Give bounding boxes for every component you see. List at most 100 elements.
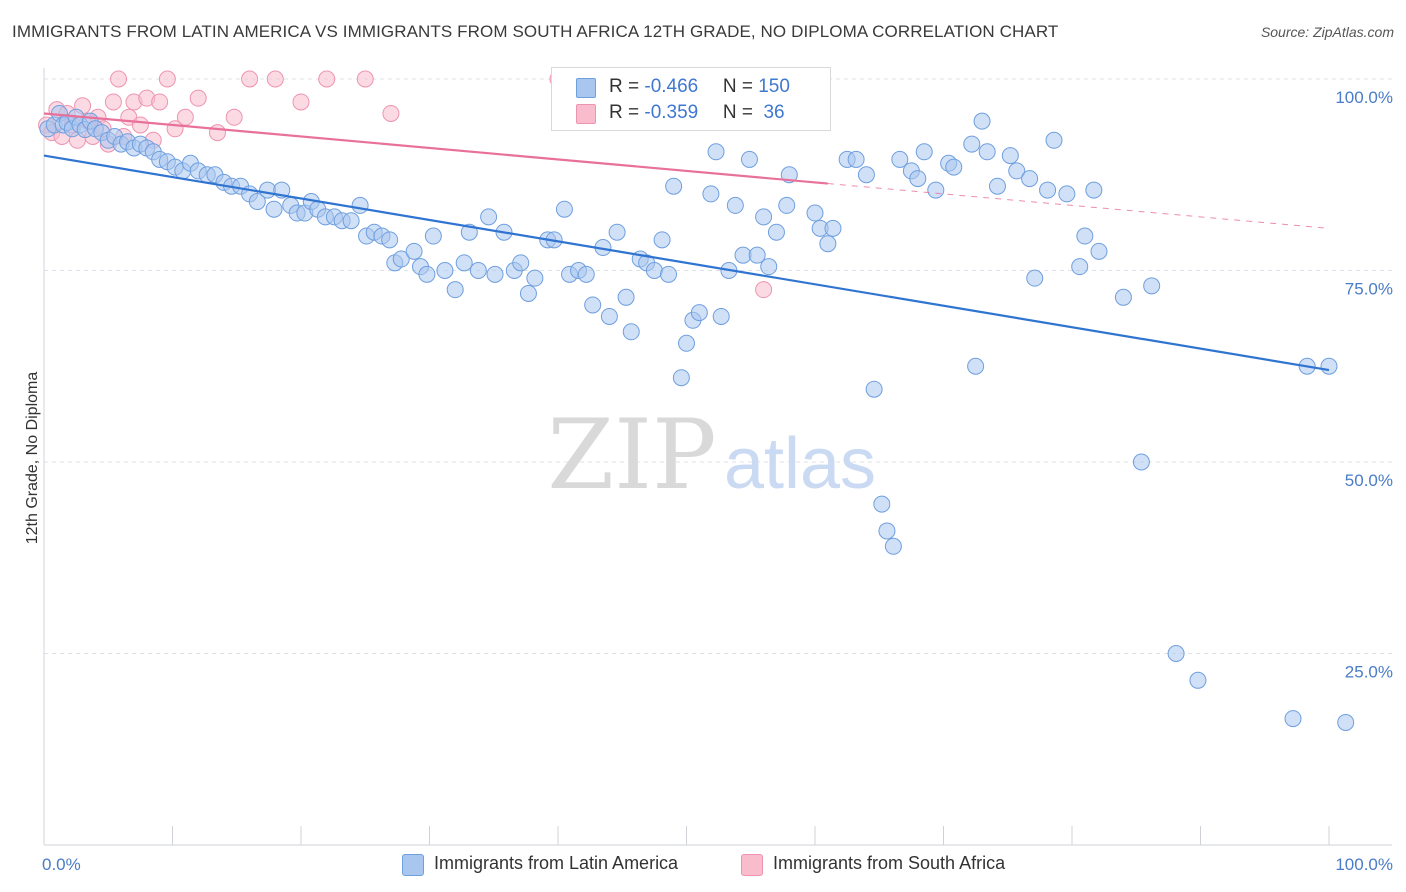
point-latin-america	[577, 265, 595, 283]
legend-swatch-pink	[741, 854, 763, 876]
point-latin-america	[342, 212, 360, 230]
point-latin-america	[1143, 277, 1161, 295]
legend-swatch-blue	[576, 78, 596, 98]
point-latin-america	[857, 166, 875, 184]
point-latin-america	[1076, 227, 1094, 245]
point-south-africa	[158, 70, 176, 88]
point-latin-america	[381, 231, 399, 249]
point-latin-america	[1085, 181, 1103, 199]
trend-latin-america-solid	[43, 154, 1330, 372]
point-latin-america	[847, 150, 865, 168]
point-latin-america	[891, 150, 909, 168]
point-latin-america	[446, 281, 464, 299]
n-label: N =	[722, 76, 759, 97]
point-latin-america	[760, 258, 778, 276]
series-latin-america-points	[39, 104, 1355, 731]
point-latin-america	[734, 246, 752, 264]
legend-text: R = -0.359 N = 36	[609, 102, 785, 124]
point-latin-america	[690, 304, 708, 322]
point-latin-america	[909, 170, 927, 188]
watermark-atlas: atlas	[724, 424, 876, 504]
x-tick-label: 100.0%	[1335, 855, 1393, 874]
point-latin-america	[653, 231, 671, 249]
point-latin-america	[519, 284, 537, 302]
point-latin-america	[555, 200, 573, 218]
point-latin-america	[392, 250, 410, 268]
point-latin-america	[455, 254, 473, 272]
point-latin-america	[1058, 185, 1076, 203]
point-latin-america	[878, 522, 896, 540]
point-latin-america	[405, 242, 423, 260]
point-latin-america	[707, 143, 725, 161]
point-latin-america	[755, 208, 773, 226]
point-latin-america	[1039, 181, 1057, 199]
point-latin-america	[884, 537, 902, 555]
point-latin-america	[824, 219, 842, 237]
tick-labels: 100.0% 75.0% 50.0% 25.0% 0.0% 100.0%	[42, 88, 1393, 874]
point-latin-america	[945, 158, 963, 176]
point-latin-america	[418, 265, 436, 283]
point-latin-america	[1026, 269, 1044, 287]
point-latin-america	[1167, 645, 1185, 662]
point-latin-america	[1045, 131, 1063, 149]
point-latin-america	[978, 143, 996, 161]
point-latin-america	[660, 265, 678, 283]
point-latin-america	[617, 288, 635, 306]
point-latin-america	[665, 177, 683, 195]
r-label: R =	[609, 76, 645, 97]
point-south-africa	[266, 70, 284, 88]
point-latin-america	[486, 265, 504, 283]
y-tick-label: 25.0%	[1345, 663, 1393, 682]
legend-text: R = -0.466 N = 150	[609, 76, 790, 98]
point-latin-america	[436, 262, 454, 279]
axes	[43, 68, 1392, 846]
point-latin-america	[1320, 357, 1338, 375]
point-south-africa	[382, 104, 400, 122]
legend-label: Immigrants from South Africa	[773, 853, 1006, 873]
point-latin-america	[748, 246, 766, 264]
point-latin-america	[1132, 453, 1150, 471]
trend-south-africa-dashed	[827, 183, 1330, 229]
point-latin-america	[778, 196, 796, 214]
point-latin-america	[600, 307, 618, 325]
chart-title: IMMIGRANTS FROM LATIN AMERICA VS IMMIGRA…	[12, 22, 1059, 41]
point-latin-america	[988, 177, 1006, 195]
series-legend: Immigrants from Latin America Immigrants…	[0, 852, 1406, 878]
n-label: N =	[722, 102, 759, 123]
point-latin-america	[351, 196, 369, 214]
point-latin-america	[712, 307, 730, 325]
point-latin-america	[672, 369, 690, 387]
point-south-africa	[104, 93, 122, 111]
point-latin-america	[873, 495, 891, 513]
point-latin-america	[1001, 147, 1019, 165]
point-south-africa	[131, 116, 149, 134]
point-latin-america	[819, 235, 837, 253]
watermark: ZIP atlas	[547, 399, 876, 511]
point-latin-america	[480, 208, 498, 226]
point-latin-america	[622, 323, 640, 341]
point-south-africa	[208, 124, 226, 142]
legend-swatch-blue	[402, 854, 424, 876]
point-latin-america	[1337, 713, 1355, 731]
source-label: Source: ZipAtlas.com	[1260, 24, 1394, 40]
point-latin-america	[927, 181, 945, 199]
point-latin-america	[767, 223, 785, 241]
point-latin-america	[915, 143, 933, 161]
point-latin-america	[259, 181, 277, 199]
n-value: 150	[758, 76, 790, 97]
point-south-africa	[292, 93, 310, 111]
point-south-africa	[356, 70, 374, 88]
point-latin-america	[512, 254, 530, 272]
trend-lines	[43, 112, 1330, 372]
point-latin-america	[1284, 710, 1302, 728]
point-latin-america	[806, 204, 824, 222]
point-south-africa	[241, 70, 259, 88]
point-latin-america	[1021, 170, 1039, 188]
point-latin-america	[678, 334, 695, 352]
point-south-africa	[110, 70, 128, 88]
stats-legend: R = -0.466 N = 150 R = -0.359 N = 36	[551, 67, 831, 131]
point-latin-america	[424, 227, 442, 245]
r-label: R =	[609, 102, 645, 123]
y-tick-label: 75.0%	[1345, 280, 1393, 299]
